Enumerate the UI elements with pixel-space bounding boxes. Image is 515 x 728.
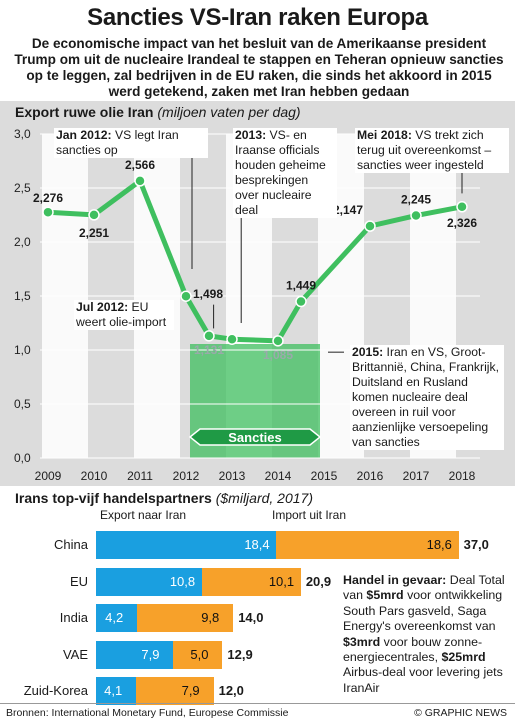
x-tick-label: 2011 xyxy=(127,469,153,483)
import-value: 9,8 xyxy=(201,610,220,625)
category-label: VAE xyxy=(62,646,88,662)
import-value: 7,9 xyxy=(181,683,200,698)
note-jan-2012: Jan 2012: VS legt Iran sancties op xyxy=(54,128,208,158)
import-value: 18,6 xyxy=(426,537,452,552)
import-bar xyxy=(276,531,459,559)
data-point xyxy=(364,220,376,232)
x-tick-label: 2014 xyxy=(265,469,292,483)
export-bar xyxy=(96,604,138,632)
export-value: 18,4 xyxy=(244,537,270,552)
import-bar xyxy=(136,677,214,705)
data-label: 2,245 xyxy=(401,193,431,207)
sanctions-arrow xyxy=(188,428,322,446)
footer xyxy=(0,703,515,728)
total-value: 12,9 xyxy=(227,646,253,662)
export-value: 10,8 xyxy=(169,573,196,589)
data-point xyxy=(203,330,215,342)
export-bar xyxy=(96,677,137,705)
category-label: India xyxy=(59,610,88,625)
data-point xyxy=(134,175,146,187)
page-title: Sancties VS-Iran raken Europa xyxy=(87,4,428,31)
trade-at-risk-box: Handel in gevaar: Deal Total van $5mrd v… xyxy=(343,573,511,697)
note-mei-2018: Mei 2018: VS trekt zich terug uit overee… xyxy=(355,128,509,173)
import-value: 5,0 xyxy=(190,646,209,662)
data-label: 2,147 xyxy=(333,203,363,217)
import-bar xyxy=(201,567,301,596)
export-bar xyxy=(96,531,277,559)
trade-chart-title: Irans top-vijf handelspartners ($miljard… xyxy=(15,490,313,506)
data-point xyxy=(410,209,422,222)
export-value: 4,2 xyxy=(105,610,124,625)
legend-import: Import uit Iran xyxy=(272,508,347,522)
data-point xyxy=(88,209,100,221)
x-tick-label: 2016 xyxy=(357,469,384,483)
data-label: 2,326 xyxy=(447,216,477,230)
oil-chart-title: Export ruwe olie Iran (miljoen vaten per… xyxy=(15,104,301,120)
y-tick-label: 3,0 xyxy=(14,127,31,141)
export-value: 4,1 xyxy=(104,683,123,698)
category-label: Zuid-Korea xyxy=(23,683,88,698)
y-tick-label: 0,0 xyxy=(14,451,31,465)
x-tick-label: 2009 xyxy=(35,469,62,483)
y-tick-label: 1,0 xyxy=(14,343,31,357)
category-label: China xyxy=(54,537,88,552)
y-tick-label: 1,5 xyxy=(14,289,31,303)
data-point xyxy=(456,201,468,213)
y-tick-label: 2,0 xyxy=(14,235,31,249)
data-point xyxy=(42,206,54,218)
x-tick-label: 2012 xyxy=(173,469,200,483)
credit: © GRAPHIC NEWS xyxy=(414,707,507,719)
data-point xyxy=(272,335,284,347)
x-tick-label: 2015 xyxy=(311,469,338,483)
x-tick-label: 2013 xyxy=(219,469,246,483)
total-value: 12,0 xyxy=(218,683,244,698)
import-value: 10,1 xyxy=(268,573,295,589)
data-label: 2,276 xyxy=(33,191,63,205)
export-bar xyxy=(96,567,202,596)
y-tick-label: 2,5 xyxy=(14,181,31,195)
import-bar xyxy=(173,640,223,669)
total-value: 20,9 xyxy=(305,573,332,589)
data-point xyxy=(295,295,307,308)
note-2015: 2015: Iran en VS, Groot-Brittannië, Chin… xyxy=(350,345,504,450)
data-point xyxy=(226,333,238,345)
data-label: 1,449 xyxy=(286,279,316,293)
y-tick-label: 0,5 xyxy=(14,397,31,411)
x-tick-label: 2010 xyxy=(81,469,108,483)
total-value: 37,0 xyxy=(463,537,489,552)
category-label: EU xyxy=(69,573,88,589)
sources: Bronnen: International Monetary Fund, Eu… xyxy=(6,707,289,719)
total-value: 14,0 xyxy=(238,610,264,625)
x-tick-label: 2018 xyxy=(449,469,476,483)
intro-text: De economische impact van het besluit va… xyxy=(14,36,504,99)
data-label: 1,131 xyxy=(194,343,224,357)
data-label: 2,566 xyxy=(125,158,155,172)
note-jul-2012: Jul 2012: EU weert olie-import xyxy=(74,300,174,330)
export-bar xyxy=(96,640,174,669)
legend-export: Export naar Iran xyxy=(100,508,187,522)
import-bar xyxy=(137,604,234,632)
sanctions-label: Sancties xyxy=(228,430,281,445)
data-label: 1,085 xyxy=(263,348,293,362)
data-label: 1,498 xyxy=(193,287,223,301)
x-tick-label: 2017 xyxy=(403,469,430,483)
export-value: 7,9 xyxy=(141,646,160,662)
note-2013: 2013: VS- en Iraanse officials houden ge… xyxy=(233,128,337,218)
data-label: 2,251 xyxy=(79,226,109,240)
data-point xyxy=(180,290,192,302)
